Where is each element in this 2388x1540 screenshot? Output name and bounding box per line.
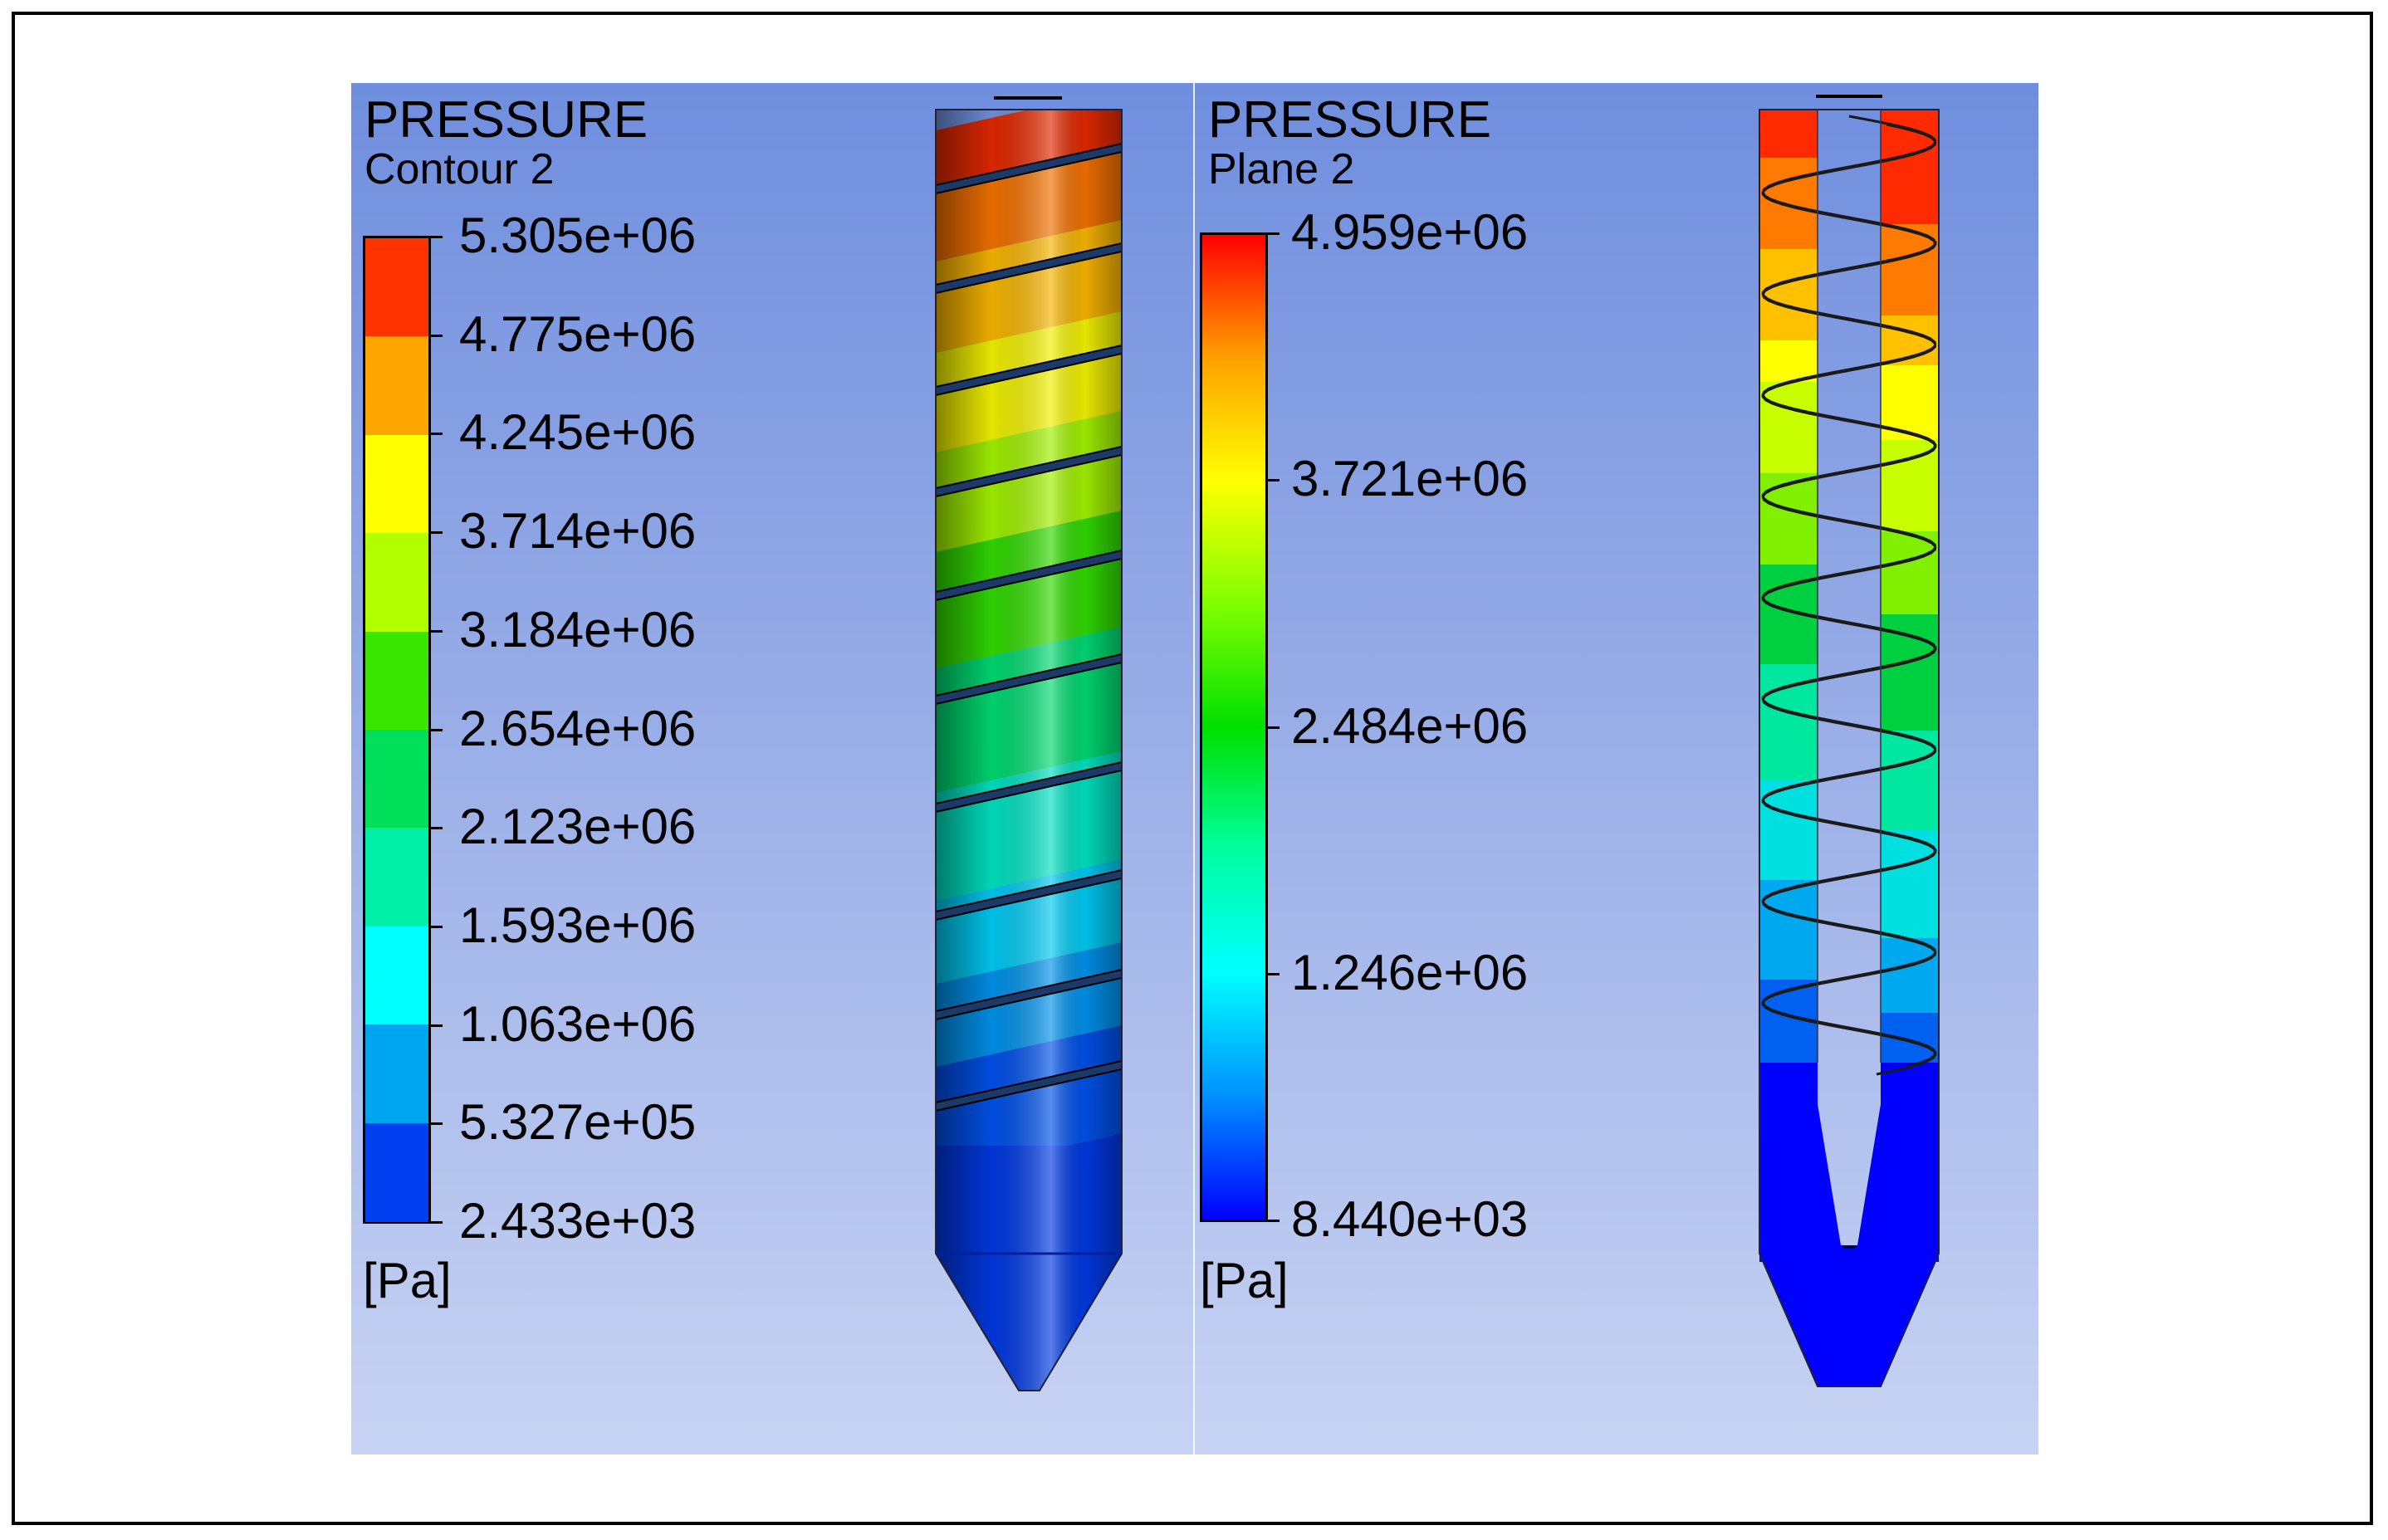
legend-title: PRESSURE	[365, 91, 648, 149]
legend-subtitle: Plane 2	[1208, 145, 1355, 193]
plane-panel: PRESSURE Plane 2 4.959e+06 3.721e+06 2.484…	[1195, 83, 2038, 1454]
pressure-band	[1881, 440, 1939, 531]
colorbar-tick-label: 1.593e+06	[459, 897, 697, 953]
colorbar-tick-label: 1.246e+06	[1291, 944, 1529, 1000]
pressure-band	[1881, 531, 1939, 614]
cyclone-plane-section	[1759, 95, 1940, 1387]
colorbar-band	[365, 533, 428, 633]
pressure-band	[1881, 224, 1939, 315]
colorbar-tick-label: 1.063e+06	[459, 995, 697, 1052]
pressure-band	[1759, 158, 1818, 249]
colorbar-band	[365, 336, 428, 436]
colorbar-tick-label: 2.654e+06	[459, 700, 697, 756]
colorbar-band	[365, 1024, 428, 1124]
plane-outline	[1759, 109, 1940, 1387]
colorbar-tick	[431, 531, 443, 535]
colorbar-tick	[1268, 232, 1280, 235]
continuous-colorbar	[1200, 232, 1268, 1222]
colorbar-tick	[431, 1122, 443, 1126]
contour-panel: PRESSURE Contour 2 5.305e+06 4.775e+06 4.2…	[351, 83, 1195, 1454]
colorbar-band	[365, 1122, 428, 1222]
pressure-band	[1759, 382, 1818, 473]
colorbar-tick-label: 5.305e+06	[459, 208, 697, 263]
colorbar-tick	[431, 728, 443, 731]
colorbar-tick	[431, 1024, 443, 1027]
colorbar-tick-label: 3.184e+06	[459, 601, 697, 658]
colorbar-tick-label: 3.714e+06	[459, 503, 697, 560]
colorbar-tick	[1268, 972, 1280, 975]
colorbar-tick-label: 2.484e+06	[1291, 697, 1529, 754]
pressure-band	[1759, 473, 1818, 565]
colorbar-tick-label: 4.775e+06	[459, 306, 697, 362]
colorbar-tick-label: 3.721e+06	[1291, 451, 1529, 507]
unit-label: [Pa]	[363, 1253, 452, 1308]
pressure-band	[1881, 938, 1939, 1013]
colorbar-tick-label: 4.245e+06	[459, 404, 697, 461]
pressure-band	[1759, 249, 1818, 340]
colorbar-tick	[431, 925, 443, 928]
colorbar-tick-label: 2.433e+03	[459, 1193, 697, 1249]
colorbar-band	[365, 238, 428, 338]
lower-cone-section	[1759, 1063, 1939, 1386]
legend-title: PRESSURE	[1208, 91, 1492, 149]
colorbar-band	[365, 631, 428, 731]
colorbar-band	[365, 926, 428, 1026]
helix-strand	[1761, 123, 1937, 1076]
colorbar-tick	[431, 433, 443, 436]
legend-subtitle: Contour 2	[365, 145, 555, 193]
pressure-band	[1759, 340, 1818, 382]
colorbar-tick-label: 4.959e+06	[1291, 204, 1529, 260]
colorbar-tick-label: 8.440e+03	[1291, 1191, 1529, 1247]
cyclone-3d-model	[935, 96, 1123, 1391]
pressure-band	[1759, 110, 1818, 158]
colorbar-tick	[431, 827, 443, 830]
banded-colorbar	[363, 236, 431, 1224]
colorbar-tick	[1268, 1220, 1280, 1222]
unit-label: [Pa]	[1200, 1253, 1289, 1308]
colorbar-tick-label: 5.327e+05	[459, 1094, 697, 1151]
pressure-band	[1881, 731, 1939, 830]
pressure-band	[1759, 780, 1818, 880]
colorbar-tick	[431, 236, 443, 238]
colorbar-tick	[1268, 726, 1280, 729]
colorbar-band	[365, 828, 428, 927]
colorbar-tick	[431, 1221, 443, 1224]
colorbar-band	[365, 434, 428, 535]
panel-divider	[1193, 83, 1196, 1454]
pressure-band	[1881, 830, 1939, 938]
colorbar-tick	[431, 629, 443, 633]
colorbar-band	[365, 730, 428, 829]
colorbar-tick-label: 2.123e+06	[459, 799, 697, 855]
pressure-band	[1881, 614, 1939, 731]
colorbar-tick	[431, 334, 443, 337]
colorbar-tick	[1268, 479, 1280, 482]
pressure-band	[1881, 110, 1939, 224]
pressure-band	[1759, 980, 1818, 1071]
